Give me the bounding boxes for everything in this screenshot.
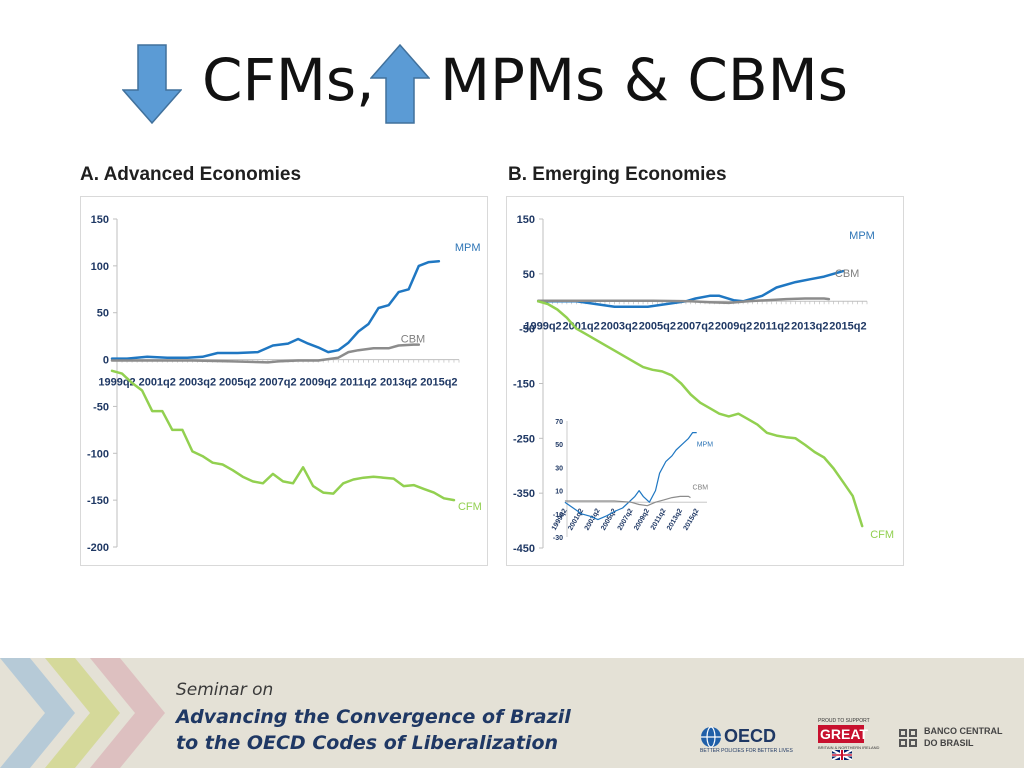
inset-x-tick-label: 2001q2 — [567, 508, 585, 532]
chart-b-y-tick-label: -250 — [513, 433, 535, 445]
oecd-tagline: BETTER POLICIES FOR BETTER LIVES — [700, 748, 793, 754]
title-mpms-cbms: MPMs & CBMs — [440, 46, 848, 114]
chart-a-series-cfm — [110, 369, 456, 502]
chart-b-title: B. Emerging Economies — [508, 164, 727, 185]
oecd-text: OECD — [724, 726, 777, 746]
chart-a: A. Advanced Economies 150 100 50 0 -50 -100 -1… — [80, 160, 490, 570]
chart-b-label-cfm: CFM — [870, 529, 894, 541]
footer-seminar-on: Seminar on — [176, 680, 274, 700]
chart-a-x-tick-label: 2013q2 — [380, 377, 417, 389]
inset-y-tick-label: 10 — [555, 489, 563, 496]
chart-a-x-tick-label: 2011q2 — [340, 377, 377, 389]
chart-a-x-tick-label: 2001q2 — [139, 377, 176, 389]
chart-b-label-mpm: MPM — [849, 230, 875, 242]
chart-b-series-cbm — [536, 297, 831, 305]
oecd-logo: OECD BETTER POLICIES FOR BETTER LIVES — [700, 724, 793, 754]
inset-y-tick-label: 50 — [555, 442, 563, 449]
inset-label-mpm: MPM — [697, 442, 714, 449]
chart-b-x-tick-label: 2003q2 — [601, 320, 638, 332]
bcb-line-1: BANCO CENTRAL — [924, 726, 1003, 736]
chart-a-y-tick-label: -100 — [87, 448, 109, 460]
seminar-footer: Seminar on Advancing the Convergence of … — [0, 658, 1024, 768]
chart-b-x-tick-label: 2007q2 — [677, 320, 714, 332]
slide-title-row: CFMs, MPMs & CBMs — [0, 30, 1024, 130]
footer-pattern-icon — [0, 658, 165, 768]
inset-series-mpm — [564, 432, 697, 521]
chart-a-y-tick-label: 100 — [91, 261, 109, 273]
union-flag-icon — [832, 750, 852, 760]
great-logo: PROUD TO SUPPORT GREAT BRITAIN & NORTHER… — [818, 718, 879, 762]
chart-b-series-cfm — [536, 300, 864, 528]
footer-line-2: Advancing the Convergence of Brazil — [176, 706, 571, 728]
great-badge: GREAT — [818, 725, 868, 743]
inset-series-cbm — [564, 495, 691, 507]
chart-b-x-tick-label: 2009q2 — [715, 320, 752, 332]
inset-x-tick-label: 2007q2 — [617, 508, 635, 532]
chart-b-x-tick-label: 2015q2 — [829, 320, 866, 332]
bcb-line-2: DO BRASIL — [924, 738, 974, 748]
inset-x-tick-label: 2013q2 — [666, 508, 684, 532]
chart-a-y-tick-label: 50 — [97, 308, 109, 320]
chart-b-x-tick-label: 1999q2 — [524, 320, 561, 332]
inset-y-tick-label: 30 — [555, 465, 563, 472]
inset-label-cbm: CBM — [693, 485, 709, 492]
chart-a-series-mpm — [110, 259, 441, 360]
inset-x-tick-label: 2011q2 — [650, 508, 668, 532]
chart-a-x-tick-label: 2007q2 — [259, 377, 296, 389]
chart-a-y-tick-label: -150 — [87, 495, 109, 507]
great-top-text: PROUD TO SUPPORT — [818, 718, 870, 724]
chart-a-label-mpm: MPM — [455, 242, 481, 254]
chart-a-label-cbm: CBM — [401, 334, 425, 346]
inset-y-tick-label: -10 — [553, 512, 563, 519]
chart-b-y-tick-label: 150 — [517, 214, 535, 226]
chart-a-x-tick-label: 2005q2 — [219, 377, 256, 389]
oecd-globe-icon — [701, 726, 721, 748]
inset-x-tick-label: 2015q2 — [683, 508, 701, 532]
bcb-logo: BANCO CENTRAL DO BRASIL — [896, 724, 1006, 754]
chart-a-y-tick-label: 150 — [91, 214, 109, 226]
chart-a-y-tick-label: -200 — [87, 542, 109, 554]
chart-b-y-tick-label: -350 — [513, 488, 535, 500]
chart-b-x-tick-label: 2005q2 — [639, 320, 676, 332]
up-arrow-icon — [370, 44, 430, 124]
inset-x-tick-label: 2009q2 — [633, 508, 651, 532]
chart-a-y-tick-label: -50 — [93, 401, 109, 413]
chart-b-y-tick-label: -450 — [513, 543, 535, 555]
great-text: GREAT — [820, 726, 868, 742]
inset-y-tick-label: 70 — [555, 419, 563, 426]
chart-a-frame: 150 100 50 0 -50 -100 -150 -200 1999q2 2001q2 2003… — [80, 196, 488, 566]
title-cfms: CFMs, — [202, 46, 375, 114]
chart-b-y-tick-label: 50 — [523, 269, 535, 281]
chart-a-x-tick-label: 2009q2 — [300, 377, 337, 389]
chart-b-plot: 150 50 -50 -150 -250 -350 -450 1999q2 2001q2 2003… — [513, 214, 894, 555]
chart-b-y-tick-label: -150 — [513, 379, 535, 391]
chart-b-label-cbm: CBM — [835, 268, 859, 280]
bcb-symbol-icon — [899, 729, 917, 747]
chart-a-x-tick-label: 2015q2 — [420, 377, 457, 389]
chart-b-frame: 150 50 -50 -150 -250 -350 -450 1999q2 2001q2 2003… — [506, 196, 904, 566]
chart-b-x-tick-label: 2011q2 — [753, 320, 790, 332]
chart-b-series-mpm — [536, 269, 845, 308]
chart-a-x-tick-label: 2003q2 — [179, 377, 216, 389]
chart-b-y-tick-label: -50 — [519, 324, 535, 336]
chart-a-y-tick-label: 0 — [103, 355, 109, 367]
down-arrow-icon — [122, 44, 182, 124]
chart-a-title: A. Advanced Economies — [80, 164, 302, 185]
chart-b: B. Emerging Economies 150 50 -50 -150 -250 -3… — [506, 160, 906, 570]
chart-a-plot: 150 100 50 0 -50 -100 -150 -200 1999q2 2001q2 2003… — [87, 214, 482, 554]
chart-a-series-cbm — [110, 343, 421, 364]
inset-y-tick-label: -30 — [553, 535, 563, 542]
great-sub-text: BRITAIN & NORTHERN IRELAND — [818, 745, 880, 750]
chart-a-x-tick-label: 1999q2 — [98, 377, 135, 389]
chart-b-x-tick-label: 2013q2 — [791, 320, 828, 332]
footer-line-3: to the OECD Codes of Liberalization — [176, 732, 559, 754]
chart-a-label-cfm: CFM — [458, 501, 482, 513]
